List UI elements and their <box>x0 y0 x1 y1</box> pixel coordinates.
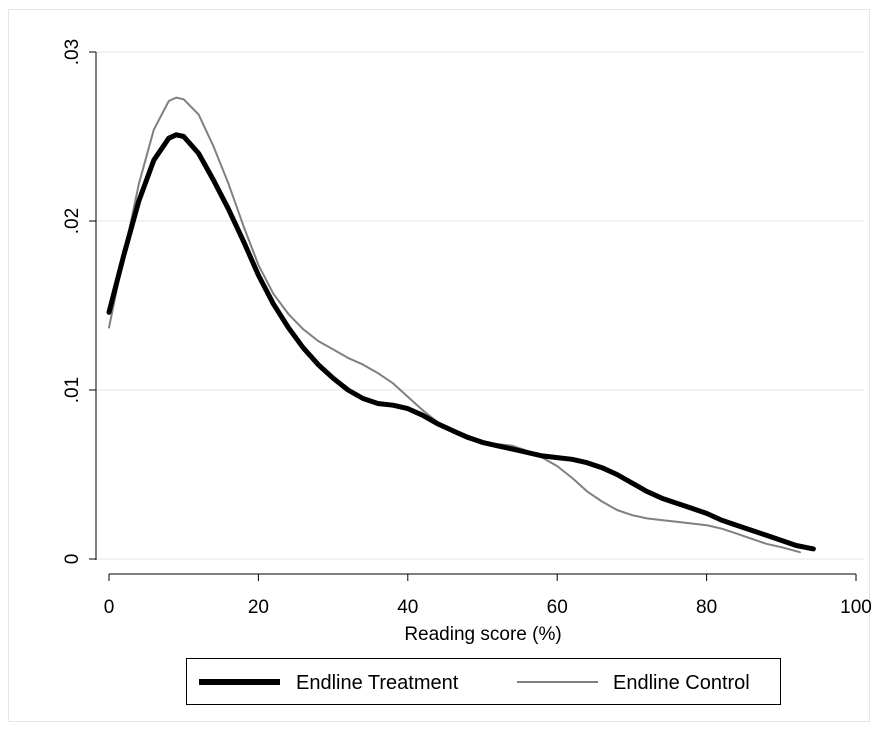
y-tick-label-1: .01 <box>62 377 83 403</box>
x-tick-label-1: 20 <box>248 597 269 618</box>
x-axis-title: Reading score (%) <box>404 624 561 645</box>
plot-background <box>96 42 864 574</box>
x-tick-label-0: 0 <box>104 597 115 618</box>
x-tick-label-5: 100 <box>840 597 872 618</box>
y-tick-label-3: .03 <box>62 39 83 65</box>
x-tick-label-2: 40 <box>397 597 418 618</box>
y-tick-label-2: .02 <box>62 208 83 234</box>
legend-label-endline-control: Endline Control <box>613 672 750 694</box>
legend-label-endline-treatment: Endline Treatment <box>296 672 459 694</box>
x-tick-label-4: 80 <box>696 597 717 618</box>
x-tick-label-3: 60 <box>547 597 568 618</box>
legend: Endline Treatment Endline Control <box>187 659 781 705</box>
y-tick-label-0: 0 <box>62 554 83 565</box>
